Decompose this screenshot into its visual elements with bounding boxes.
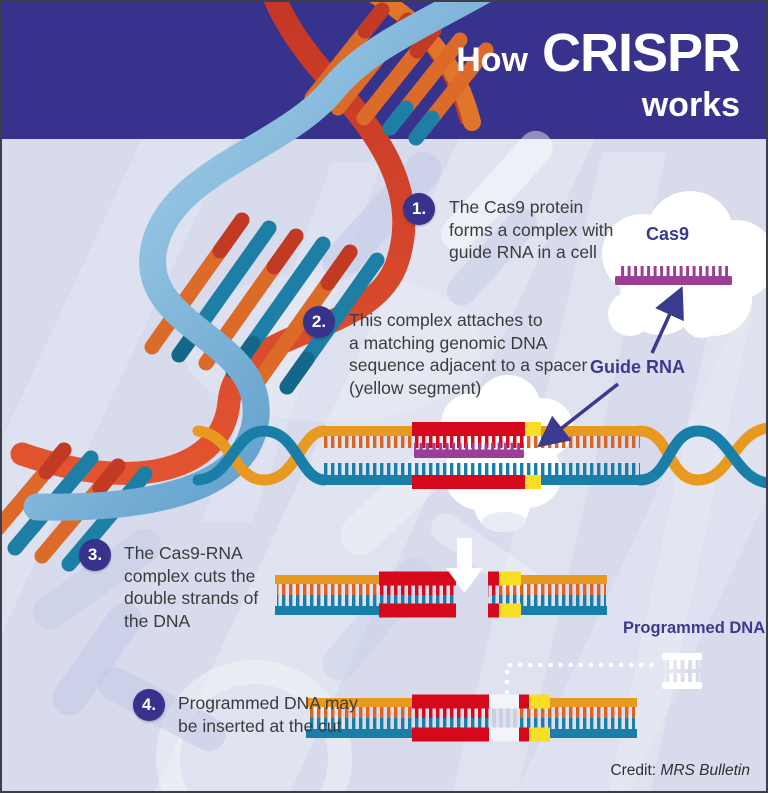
programmed-dna-label: Programmed DNA (623, 619, 766, 637)
step-1-text: The Cas9 protein forms a complex with gu… (449, 197, 614, 262)
title-works: works (641, 86, 740, 124)
step-4-text: Programmed DNA may be inserted at the cu… (178, 693, 358, 736)
genomic-dna-strand (192, 422, 766, 489)
title-crispr: CRISPR (541, 23, 741, 83)
insertion-dotted-path (504, 662, 657, 696)
helix-rungs-middle (144, 212, 385, 395)
step-3-number: 3. (79, 539, 111, 571)
target-sequence-bottom (412, 475, 525, 489)
cut-arrow-icon (446, 538, 483, 593)
programmed-dna-icon (662, 653, 702, 689)
step-3-text: The Cas9-RNA complex cuts the double str… (124, 543, 259, 631)
step-2-number: 2. (303, 306, 335, 338)
title-how: How (456, 41, 528, 79)
attached-guide-rna-icon (414, 443, 524, 458)
step-1-number: 1. (403, 193, 435, 225)
page-title: How CRISPR works (456, 23, 741, 124)
spacer-bottom (525, 475, 541, 489)
guide-rna-icon (615, 266, 732, 285)
step-4-number: 4. (133, 689, 165, 721)
inserted-segment-bottom (489, 727, 519, 742)
cas9-label: Cas9 (646, 224, 690, 244)
target-sequence-top (412, 422, 525, 436)
arrow-to-cas9-icon (650, 286, 684, 354)
credit-prefix: Credit: (610, 762, 661, 779)
inserted-segment-top (489, 694, 519, 709)
guide-rna-label: Guide RNA (590, 357, 686, 377)
spacer-top (525, 422, 541, 436)
credit-source: MRS Bulletin (660, 762, 750, 779)
step-2-text: This complex attaches to a matching geno… (349, 310, 588, 398)
credit-line: Credit: MRS Bulletin (610, 762, 750, 780)
